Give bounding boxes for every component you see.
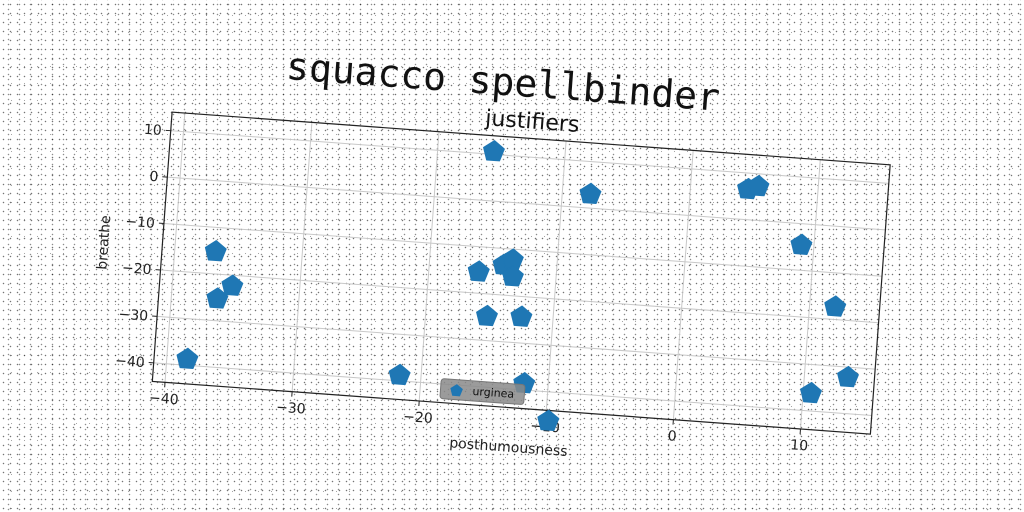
x-tick-label: 0 — [667, 428, 677, 445]
data-point — [837, 365, 859, 388]
y-tick-label: −30 — [118, 307, 149, 325]
data-point — [483, 140, 505, 162]
x-tick-label: 10 — [790, 437, 809, 454]
data-point — [221, 274, 244, 296]
y-tick-label: 0 — [149, 169, 159, 186]
y-axis-label: breathe — [94, 215, 114, 271]
x-grid-line — [291, 122, 313, 392]
y-grid-line — [170, 130, 889, 184]
data-points — [176, 140, 859, 432]
y-grid-line — [160, 269, 879, 324]
x-tick-label: −40 — [148, 390, 179, 408]
y-grid-line — [157, 315, 876, 370]
data-point — [790, 233, 813, 255]
data-point — [388, 363, 411, 386]
y-grid-line — [167, 176, 886, 231]
data-point — [476, 304, 498, 327]
grid-lines — [153, 113, 889, 430]
axis-ticks: −40−30−20−10010100−10−20−30−40 — [115, 122, 809, 455]
data-point — [176, 347, 199, 370]
plot-frame — [151, 111, 891, 435]
y-tick-label: 10 — [143, 122, 162, 139]
y-grid-line — [163, 223, 883, 277]
data-point — [800, 381, 822, 404]
data-point — [824, 295, 847, 317]
legend-marker — [450, 384, 463, 397]
data-point — [579, 182, 602, 205]
x-tick-label: −20 — [403, 409, 434, 427]
plot-title: justifiers — [483, 106, 580, 138]
data-point — [502, 265, 524, 287]
x-tick-label: −30 — [276, 400, 307, 418]
data-point — [510, 305, 533, 327]
x-grid-line — [545, 141, 567, 411]
x-grid-line — [418, 131, 440, 402]
legend-label: urginea — [472, 385, 515, 401]
data-point — [204, 240, 227, 262]
x-grid-line — [672, 150, 694, 420]
data-point — [467, 260, 490, 282]
legend-box — [439, 378, 526, 405]
data-point — [537, 409, 560, 432]
y-tick-label: −40 — [115, 353, 146, 371]
x-axis-label: posthumousness — [449, 435, 568, 460]
data-point — [747, 174, 770, 197]
data-point — [206, 287, 229, 309]
y-tick-label: −10 — [125, 214, 156, 232]
y-tick-label: −20 — [121, 260, 152, 278]
x-grid-line — [799, 159, 821, 430]
legend: urginea — [439, 378, 526, 405]
x-grid-line — [164, 113, 186, 383]
